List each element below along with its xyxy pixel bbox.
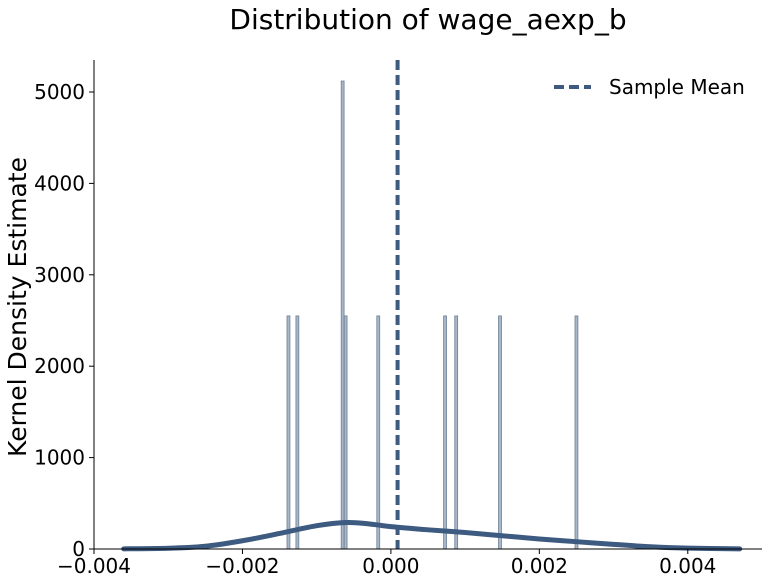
x-tick-label: −0.004 [57,554,131,578]
kde-layer [121,519,743,552]
axes [93,60,762,550]
x-tick-label: 0.004 [659,554,716,578]
legend: Sample Mean [554,75,745,99]
histogram-bar-1 [295,315,300,550]
y-ticks: 0 1000 2000 3000 4000 5000 [34,80,94,561]
x-tick-label: −0.002 [205,554,279,578]
legend-label: Sample Mean [609,75,745,99]
y-tick-label: 0 [72,537,85,561]
kde-curve [121,519,743,552]
x-tick-label: 0.002 [511,554,568,578]
histogram-bar-7 [498,315,502,550]
y-tick-label: 1000 [34,446,85,470]
y-tick-label: 4000 [34,171,85,195]
x-ticks: −0.004 −0.002 0.000 0.002 0.004 [57,549,716,578]
histogram-bars [286,80,579,550]
y-axis-label: Kernel Density Estimate [3,157,32,457]
chart-title: Distribution of wage_aexp_b [229,3,626,36]
x-tick-label: 0.000 [362,554,419,578]
y-tick-label: 2000 [34,354,85,378]
histogram-bar-0 [286,315,291,550]
histogram-bar-5 [443,315,447,550]
y-tick-label: 3000 [34,263,85,287]
y-tick-label: 5000 [34,80,85,104]
histogram-bar-2 [340,80,345,550]
histogram-bar-3 [343,315,348,550]
histogram-bar-4 [376,315,381,550]
histogram-bar-8 [574,315,579,550]
histogram-bar-6 [454,315,459,550]
